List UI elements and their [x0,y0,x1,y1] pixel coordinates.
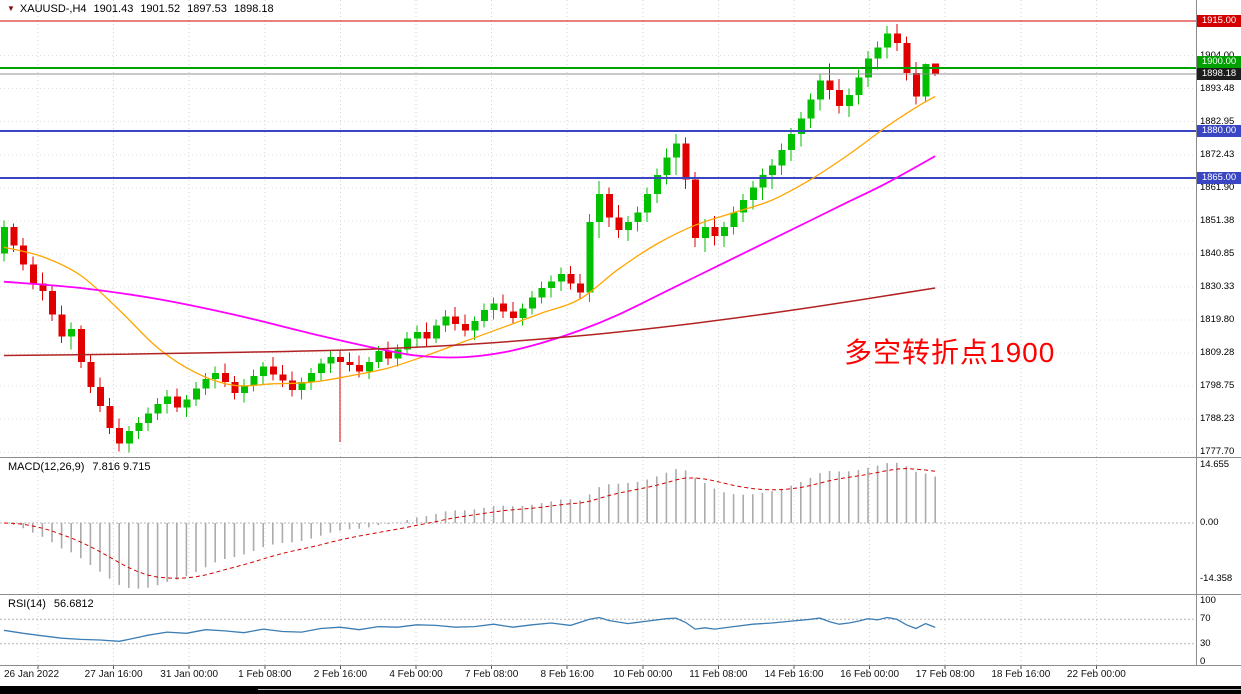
macd-scale-label: 14.655 [1200,459,1230,471]
price-tick-label: 1861.90 [1200,181,1235,193]
macd-values: 7.816 9.715 [92,461,151,473]
chart-annotation-text[interactable]: 多空转折点1900 [844,337,1056,368]
time-label: 16 Feb 00:00 [840,669,900,680]
price-tick-label: 1851.38 [1200,214,1235,226]
rsi-value: 56.6812 [53,598,94,610]
bottom-bar [0,686,1241,694]
time-label: 17 Feb 08:00 [915,669,975,680]
candlestick-series [1,24,940,453]
price-tick-label: 1840.85 [1200,247,1235,259]
price-level-badge: 1865.00 [1197,172,1241,185]
ohlc-low-value: 1897.53 [187,3,227,15]
rsi-panel [0,616,1196,645]
ma-fast [3,95,936,387]
horizontal-level-lines [0,20,1196,180]
price-tick-label: 1798.75 [1200,380,1235,392]
price-tick-label: 1893.48 [1200,82,1235,94]
symbol-timeframe-label: XAUUSD-,H4 [19,3,87,15]
price-tick-label: 1904.00 [1200,50,1234,61]
price-tick-label: 1819.80 [1200,314,1235,326]
symbol-dropdown-icon: ▼ [7,4,15,13]
price-tick-label: 1872.43 [1200,148,1235,160]
macd-scale-label: -14.358 [1200,573,1233,585]
price-level-badge: 1915.00 [1197,15,1241,28]
ohlc-open-value: 1901.43 [93,3,134,15]
bottom-bar-highlight [258,689,1241,690]
time-label: 1 Feb 08:00 [238,669,292,680]
rsi-indicator-label: RSI(14) 56.6812 [8,598,94,610]
time-label: 8 Feb 16:00 [540,669,594,680]
macd-indicator-label: MACD(12,26,9) 7.816 9.715 [8,461,151,473]
rsi-scale-label: 70 [1200,613,1211,625]
time-axis[interactable]: 26 Jan 2022 27 Jan 16:00 31 Jan 00:00 1 Feb… [0,669,1241,685]
time-label: 14 Feb 16:00 [764,669,824,680]
price-scale-border [1196,0,1197,665]
rsi-scale-label: 30 [1200,637,1211,649]
ohlc-high-value: 1901.52 [140,3,181,15]
macd-scale-label: 0.00 [1200,517,1219,528]
time-label: 10 Feb 00:00 [613,669,673,680]
time-label: 7 Feb 08:00 [464,669,519,680]
price-level-badge: 1900.00 [1197,55,1241,68]
rsi-name: RSI(14) [8,598,46,610]
macd-panel [0,462,1196,589]
time-label: 11 Feb 08:00 [689,669,748,680]
current-price-badge: 1898.18 [1197,67,1241,80]
price-tick-label: 1777.70 [1200,446,1235,458]
price-tick-label: 1882.95 [1200,115,1235,127]
macd-signal-line [3,467,936,579]
time-label: 26 Jan 2022 [4,669,60,680]
price-tick-label: 1830.33 [1200,280,1235,292]
time-label: 22 Feb 00:00 [1066,669,1126,680]
price-tick-label: 1788.23 [1200,413,1235,425]
moving-average-lines [3,95,936,387]
time-axis-border [0,665,1241,666]
price-scale[interactable]: 1904.00 1893.48 1882.95 1872.43 1861.90 1851.… [1197,0,1241,686]
ma-slow [3,287,936,357]
price-level-badge: 1880.00 [1197,124,1241,137]
panel-separator-macd[interactable] [0,457,1241,458]
ohlc-close-value: 1898.18 [233,3,274,15]
chart-header: ▼ XAUUSD-,H4 1901.43 1901.52 1897.53 189… [7,3,274,15]
time-label: 2 Feb 16:00 [313,669,368,680]
panel-separator-rsi[interactable] [0,594,1241,595]
rsi-scale-label: 0 [1200,656,1206,667]
macd-name: MACD(12,26,9) [8,461,85,473]
price-tick-label: 1809.28 [1200,347,1235,359]
time-label: 27 Jan 16:00 [84,669,143,680]
rsi-line [3,616,936,642]
time-label: 18 Feb 16:00 [991,669,1051,680]
grid [0,0,1200,669]
rsi-scale-label: 100 [1200,595,1216,606]
time-label: 31 Jan 00:00 [160,669,219,680]
ma-medium [3,155,936,359]
time-label: 4 Feb 00:00 [389,669,443,680]
